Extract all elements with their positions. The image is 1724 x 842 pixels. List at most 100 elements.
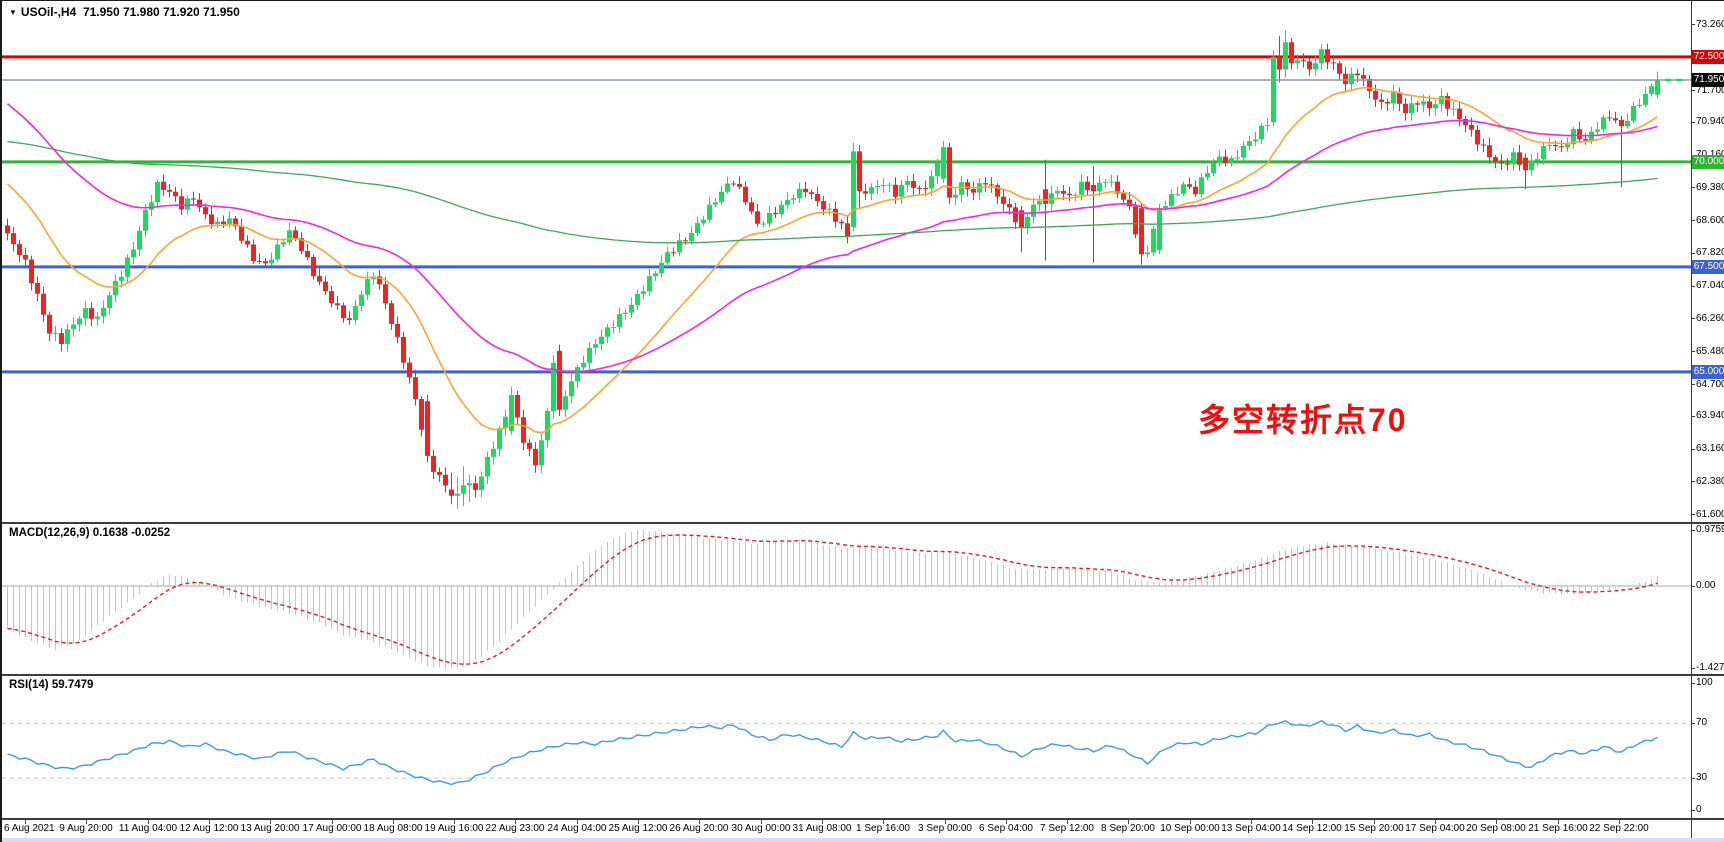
price-tick-label: 62.380 [1696, 476, 1724, 487]
time-tick-mark [515, 820, 516, 824]
time-tick-label: 9 Aug 20:00 [59, 823, 113, 834]
rsi-panel [2, 676, 1691, 818]
macd-values: 0.1638 -0.0252 [92, 527, 171, 539]
time-tick-label: 20 Sep 08:00 [1466, 823, 1526, 834]
price-tick-mark [1691, 416, 1695, 417]
rsi-chart-canvas[interactable] [2, 676, 1691, 818]
time-tick-label: 13 Aug 20:00 [240, 823, 300, 834]
panel-separator[interactable] [2, 522, 1724, 524]
price-tick-mark [1691, 24, 1695, 25]
price-tick-mark [1691, 351, 1695, 352]
time-tick-label: 18 Aug 08:00 [363, 823, 423, 834]
time-tick-mark [25, 820, 26, 824]
time-tick-label: 22 Aug 23:00 [485, 823, 545, 834]
time-tick-label: 17 Aug 00:00 [302, 823, 362, 834]
panel-separator[interactable] [2, 674, 1724, 676]
chinese-annotation-text[interactable]: 多空转折点70 [1198, 402, 1408, 438]
hline-72.5 [2, 55, 1691, 59]
price-tick-label: 67.820 [1696, 247, 1724, 258]
price-badge-72.500: 72.500 [1692, 50, 1724, 64]
time-tick-mark [454, 820, 455, 824]
price-tick-mark [1691, 449, 1695, 450]
price-tick-label: 73.260 [1696, 19, 1724, 30]
rsi-value: 59.7479 [51, 679, 94, 691]
price-tick-label: 63.160 [1696, 443, 1724, 454]
macd-axis-label: -1.427 [1696, 662, 1724, 673]
price-tick-mark [1691, 481, 1695, 482]
time-tick-label: 1 Sep 16:00 [856, 823, 910, 834]
price-tick-label: 66.260 [1696, 313, 1724, 324]
time-tick-mark [1128, 820, 1129, 824]
time-tick-mark [148, 820, 149, 824]
price-tick-label: 67.040 [1696, 280, 1724, 291]
time-tick-label: 25 Aug 12:00 [608, 823, 668, 834]
time-tick-mark [577, 820, 578, 824]
price-tick-mark [1691, 318, 1695, 319]
macd-axis-label: 0.00 [1696, 580, 1716, 591]
price-tick-mark [1691, 514, 1695, 515]
symbol-period-label: USOil-,H4 [20, 5, 77, 19]
time-tick-label: 6 Sep 04:00 [979, 823, 1033, 834]
price-tick-label: 70.940 [1696, 116, 1724, 127]
price-badge-65.000: 65.000 [1692, 365, 1724, 379]
price-tick-mark [1691, 90, 1695, 91]
time-tick-label: 21 Sep 16:00 [1528, 823, 1588, 834]
time-tick-label: 12 Aug 12:00 [179, 823, 239, 834]
time-tick-mark [699, 820, 700, 824]
time-tick-label: 13 Sep 04:00 [1221, 823, 1281, 834]
ohlc-values-label: 71.950 71.980 71.920 71.950 [82, 5, 240, 19]
hline-67.5 [2, 265, 1691, 269]
candlestick-chart-canvas[interactable] [2, 1, 1691, 522]
collapse-quickbar-icon[interactable]: ▼ [9, 8, 17, 17]
time-tick-label: 6 Aug 2021 [4, 823, 55, 834]
bull-candles [53, 42, 1660, 496]
time-tick-label: 26 Aug 20:00 [669, 823, 729, 834]
rsi-axis-label: 70 [1696, 717, 1708, 728]
time-tick-mark [1067, 820, 1068, 824]
panel-separator [2, 818, 1724, 820]
macd-chart-canvas[interactable] [2, 524, 1691, 674]
axis-divider [1691, 1, 1692, 838]
price-tick-label: 68.600 [1696, 215, 1724, 226]
time-tick-label: 31 Aug 08:00 [792, 823, 852, 834]
time-tick-mark [209, 820, 210, 824]
price-tick-mark [1691, 187, 1695, 188]
time-tick-mark [1374, 820, 1375, 824]
price-tick-mark [1691, 384, 1695, 385]
time-tick-mark [883, 820, 884, 824]
rsi-axis-label: 30 [1696, 772, 1708, 783]
macd-signal-line [7, 534, 1658, 665]
time-tick-label: 24 Aug 04:00 [547, 823, 607, 834]
time-tick-label: 7 Sep 12:00 [1040, 823, 1094, 834]
hline-65 [2, 370, 1691, 374]
time-tick-mark [638, 820, 639, 824]
macd-axis-label: 0.9759 [1696, 524, 1724, 535]
price-tick-mark [1691, 220, 1695, 221]
time-tick-mark [1619, 820, 1620, 824]
rsi-label: RSI(14) 59.7479 [9, 679, 94, 691]
price-tick-label: 65.480 [1696, 346, 1724, 357]
price-chart-panel [2, 1, 1691, 522]
price-tick-label: 69.380 [1696, 182, 1724, 193]
mid-ma-magenta [6, 103, 1658, 373]
time-tick-mark [822, 820, 823, 824]
time-tick-label: 14 Sep 12:00 [1282, 823, 1342, 834]
price-tick-mark [1691, 122, 1695, 123]
chart-title: ▼ USOil-,H4 71.950 71.980 71.920 71.950 [9, 5, 240, 19]
hline-70 [2, 160, 1691, 164]
time-tick-label: 10 Sep 00:00 [1160, 823, 1220, 834]
slow-ma-green [7, 140, 1658, 244]
time-tick-mark [1190, 820, 1191, 824]
price-badge-67.500: 67.500 [1692, 260, 1724, 274]
bear-candles [5, 42, 1624, 496]
macd-label: MACD(12,26,9) 0.1638 -0.0252 [9, 527, 171, 539]
time-tick-label: 19 Aug 16:00 [424, 823, 484, 834]
time-tick-label: 8 Sep 20:00 [1101, 823, 1155, 834]
macd-panel [2, 524, 1691, 674]
macd-histogram [7, 529, 1658, 669]
time-tick-mark [1251, 820, 1252, 824]
time-tick-label: 11 Aug 04:00 [118, 823, 178, 834]
price-tick-label: 71.700 [1696, 85, 1724, 96]
time-tick-mark [1435, 820, 1436, 824]
